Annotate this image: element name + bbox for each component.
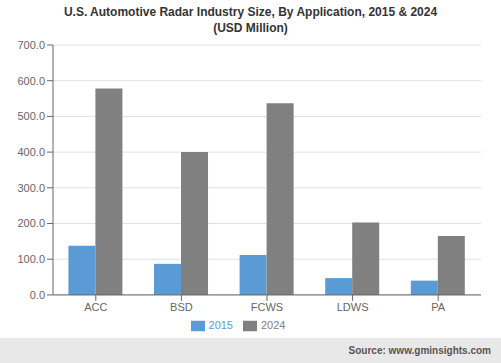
svg-text:300.0: 300.0: [17, 182, 45, 194]
svg-text:400.0: 400.0: [17, 146, 45, 158]
svg-text:LDWS: LDWS: [337, 301, 369, 313]
svg-text:PA: PA: [431, 301, 446, 313]
html-text:U.S. Automotive Radar Industry: U.S. Automotive Radar Industry Size, By …: [63, 5, 438, 19]
svg-text:BSD: BSD: [170, 301, 193, 313]
svg-text:200.0: 200.0: [17, 217, 45, 229]
html-text:2015: 2015: [208, 318, 233, 331]
html-text:2024: 2024: [261, 318, 286, 331]
svg-text:600.0: 600.0: [17, 75, 45, 87]
svg-text:ACC: ACC: [84, 301, 107, 313]
svg-text:0.0: 0.0: [30, 289, 45, 301]
svg-text:700.0: 700.0: [17, 40, 45, 51]
svg-text:100.0: 100.0: [17, 253, 45, 265]
html-text:(USD Million): (USD Million): [213, 21, 288, 35]
svg-text:FCWS: FCWS: [251, 301, 283, 313]
html-text:Source: www.gminsights.com: Source: www.gminsights.com: [348, 345, 491, 356]
svg-text:500.0: 500.0: [17, 110, 45, 122]
